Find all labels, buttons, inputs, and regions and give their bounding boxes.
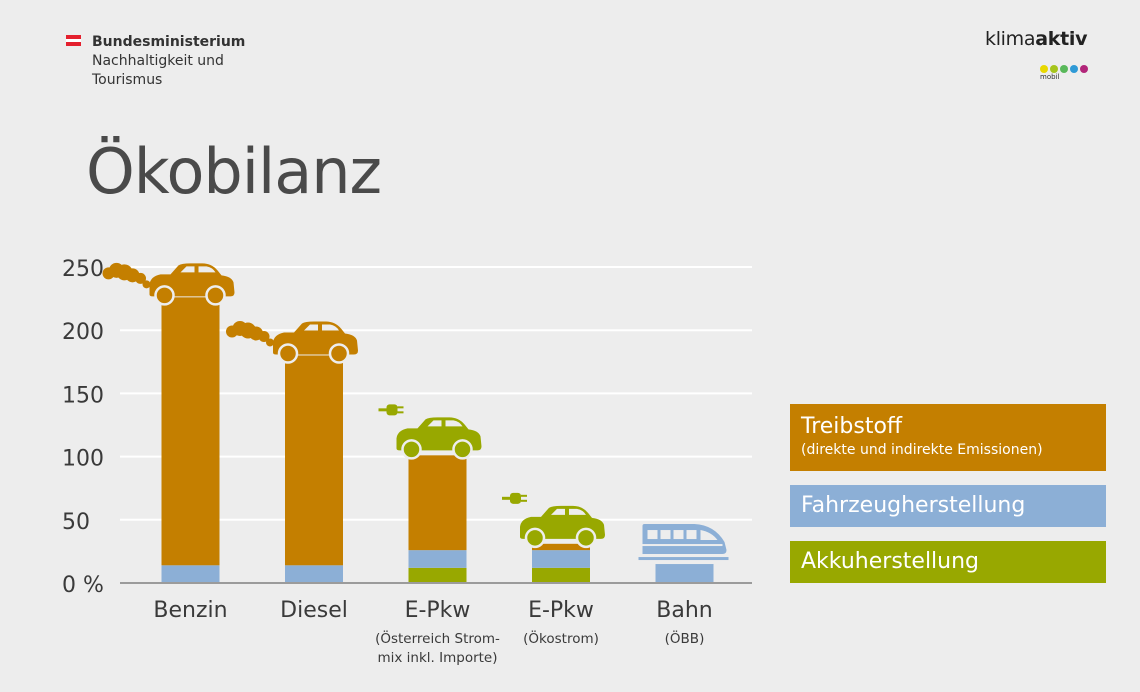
category-label: Benzin <box>153 598 227 623</box>
bar-segment <box>532 543 590 551</box>
train-icon <box>638 524 729 561</box>
chart-title: Ökobilanz <box>86 135 382 208</box>
bar-segment <box>532 567 590 583</box>
brand-dot-0 <box>1040 65 1048 73</box>
brand-dot-1 <box>1050 65 1058 73</box>
brand-sub: mobil <box>1040 73 1060 81</box>
category-note: (Österreich Strom- <box>375 629 500 647</box>
legend-fahrzeugherstellung-title: Fahrzeugherstellung <box>801 493 1026 518</box>
bar-segment <box>408 567 467 583</box>
legend-fahrzeugherstellung: Fahrzeugherstellung <box>790 485 1106 527</box>
bar-layer <box>161 297 714 583</box>
bar-segment <box>532 550 590 568</box>
category-note: (Ökostrom) <box>523 629 599 647</box>
category-note: mix inkl. Importe) <box>377 650 497 666</box>
ministry-name-line1: Bundesministerium <box>92 34 246 50</box>
y-tick-label: 150 <box>62 383 104 408</box>
y-tick-label: 200 <box>62 320 104 345</box>
brand-bold: aktiv <box>1035 28 1088 50</box>
ministry-name-line2: Nachhaltigkeit und <box>92 53 224 69</box>
y-tick-label: 250 <box>62 257 104 282</box>
brand-dot-3 <box>1070 65 1078 73</box>
bar-segment <box>285 355 343 566</box>
legend-akkuherstellung-title: Akkuherstellung <box>801 549 980 574</box>
legend-akkuherstellung: Akkuherstellung <box>790 541 1106 583</box>
label-layer: 0 % 50 100 150 200 250 Benzin Diesel E-Pkw (Öster… <box>62 257 713 666</box>
category-label: E-Pkw <box>528 598 594 623</box>
category-label: E-Pkw <box>405 598 471 623</box>
brand-dot-2 <box>1060 65 1068 73</box>
legend-treibstoff: Treibstoff (direkte und indirekte Emissi… <box>790 404 1106 471</box>
austria-flag-icon <box>66 35 81 46</box>
category-note: (ÖBB) <box>665 629 705 647</box>
bar-segment <box>161 565 220 583</box>
category-label: Diesel <box>280 598 348 623</box>
petrol-car-icon <box>102 262 235 306</box>
bar-segment <box>655 564 714 583</box>
electric-car-icon <box>378 404 482 460</box>
legend-treibstoff-title: Treibstoff <box>801 414 903 439</box>
bar-segment <box>408 455 467 551</box>
bar-segment <box>161 297 220 566</box>
icon-layer <box>102 262 729 561</box>
bar-segment <box>285 565 343 583</box>
y-tick-label: 100 <box>62 447 104 472</box>
brand-dot-4 <box>1080 65 1088 73</box>
brand-prefix: klima <box>985 28 1036 50</box>
y-tick-label: 0 % <box>62 573 104 598</box>
y-tick-label: 50 <box>62 510 90 535</box>
legend-treibstoff-subtitle: (direkte und indirekte Emissionen) <box>801 442 1043 458</box>
bar-segment <box>408 550 467 568</box>
electric-car-icon <box>502 492 605 549</box>
category-label: Bahn <box>656 598 712 623</box>
brand-dots <box>1040 58 1090 77</box>
diesel-car-icon <box>226 320 358 364</box>
ministry-name-line3: Tourismus <box>92 72 163 88</box>
klimaaktiv-logo: klimaaktiv mobil <box>985 28 1115 81</box>
